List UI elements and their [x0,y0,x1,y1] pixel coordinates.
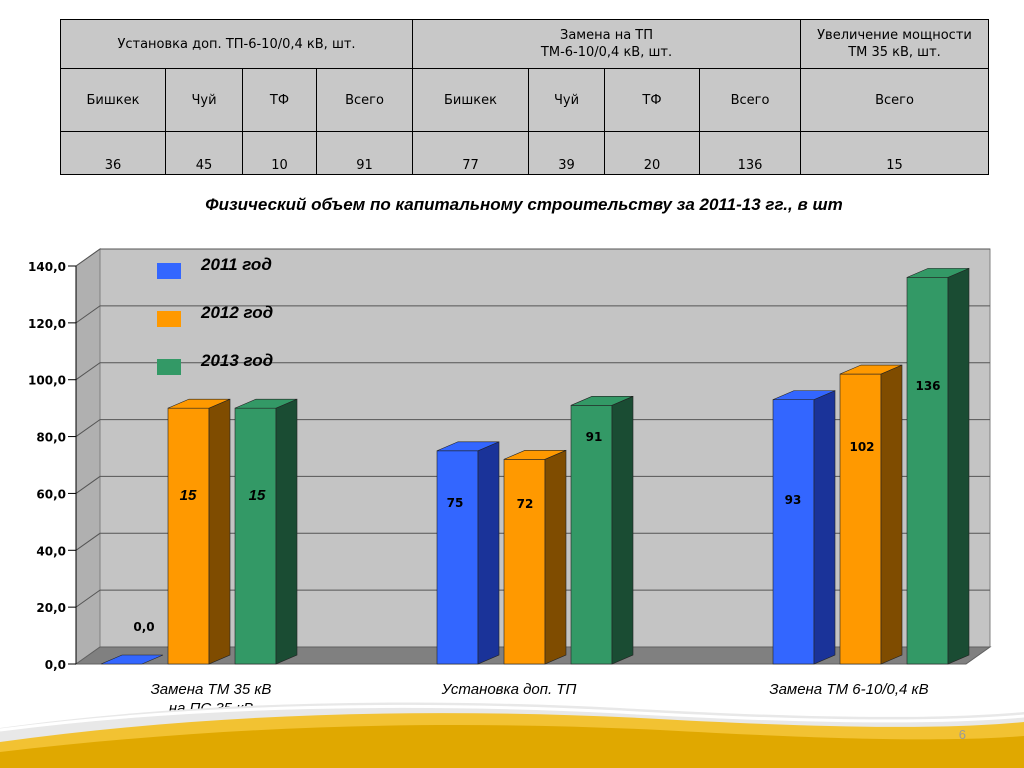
bar-2012 [839,364,903,665]
gridline [75,532,990,551]
gridline [75,419,990,437]
header-group-replace-line1: Замена на ТП [559,28,654,43]
header-group-install: Установка доп. ТП-6-10/0,4 кВ, шт. [60,19,413,69]
y-tick-label: 40,0 [36,544,66,558]
legend-label: 2011 год [200,255,272,274]
table-cell: 45 [165,131,243,175]
bar-2012 [167,398,231,665]
header-group-power-line2: ТМ 35 кВ, шт. [848,45,941,60]
table-cell: 77 [412,131,529,175]
page-number: 6 [958,727,966,742]
x-category-label: Установка доп. ТП [441,681,577,698]
table-cell: 91 [316,131,413,175]
x-category-label: Замена ТМ 35 кВ [151,681,272,698]
gridline [75,305,990,324]
y-tick-label: 120,0 [28,317,66,331]
bar-2013 [570,395,634,665]
column-header: Всего [699,68,801,132]
data-label: 91 [586,430,603,444]
y-tick-label: 0,0 [45,658,66,672]
y-tick-label: 20,0 [36,601,66,615]
table-cell: 39 [528,131,605,175]
data-label: 136 [915,379,940,393]
gridline [75,362,990,381]
y-tick-label: 100,0 [28,374,66,388]
legend-swatch [157,311,181,327]
y-tick-label: 140,0 [28,260,66,274]
table-columns-row: Бишкек Чуй ТФ Всего Бишкек Чуй ТФ Всего … [60,68,989,132]
gridline [75,475,990,494]
y-tick-label: 60,0 [36,487,66,501]
data-label: 102 [849,440,874,454]
data-label: 72 [517,497,534,511]
column-header: Чуй [165,68,243,132]
legend-label: 2012 год [200,303,273,322]
header-group-replace-line2: ТМ-6-10/0,4 кВ, шт. [540,45,673,60]
column-header: Бишкек [60,68,166,132]
bar-2012 [503,449,567,665]
table-values-row: 36 45 10 91 77 39 20 136 15 [60,131,989,175]
data-label: 93 [785,493,802,507]
chart-side-wall [75,248,101,665]
header-group-replace: Замена на ТП ТМ-6-10/0,4 кВ, шт. [412,19,801,69]
column-header: Чуй [528,68,605,132]
bar-2013 [906,267,970,665]
legend-swatch [157,263,181,279]
footer-wave [0,702,1024,768]
table-cell: 10 [242,131,317,175]
y-tick-label: 80,0 [36,431,66,445]
chart-title: Физический объем по капитальному строите… [205,195,843,214]
data-label: 15 [249,487,266,504]
table-cell: 20 [604,131,700,175]
data-label: 15 [180,487,197,504]
bar-2011 [772,390,836,665]
x-category-label: Замена ТМ 6-10/0,4 кВ [769,681,928,698]
gridline [75,248,990,267]
column-header: Всего [316,68,413,132]
column-header: Всего [800,68,989,132]
bar-2011 [436,441,500,665]
legend-swatch [157,359,181,375]
data-label: 0,0 [133,620,154,634]
bar-2013 [234,398,298,665]
gridline [75,589,990,608]
table-header-row: Установка доп. ТП-6-10/0,4 кВ, шт. Замен… [60,19,989,69]
table-cell: 136 [699,131,801,175]
column-header: ТФ [242,68,317,132]
summary-table: Установка доп. ТП-6-10/0,4 кВ, шт. Замен… [60,19,989,175]
table-cell: 36 [60,131,166,175]
legend-label: 2013 год [200,351,273,370]
header-group-power-line1: Увеличение мощности [817,28,972,43]
column-header: Бишкек [412,68,529,132]
table-cell: 15 [800,131,989,175]
bar-2011 [100,654,164,665]
data-label: 75 [447,496,464,510]
